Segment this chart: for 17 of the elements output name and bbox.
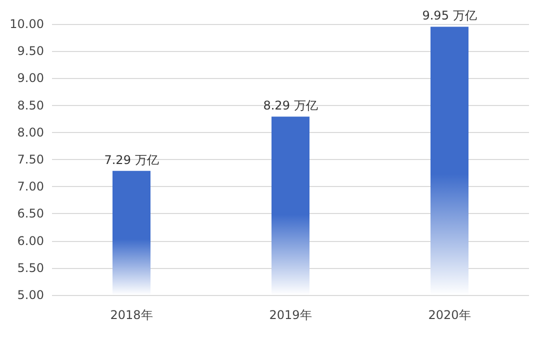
x-tick-label: 2018年 xyxy=(110,308,153,322)
x-tick-label: 2020年 xyxy=(428,308,471,322)
y-tick-label: 6.00 xyxy=(17,234,44,248)
y-tick-label: 7.50 xyxy=(17,152,44,166)
y-tick-label: 10.00 xyxy=(10,17,44,31)
data-label: 8.29 万亿 xyxy=(263,98,318,113)
y-tick-label: 8.50 xyxy=(17,98,44,112)
y-tick-label: 7.00 xyxy=(17,180,44,194)
data-label: 7.29 万亿 xyxy=(104,152,159,167)
y-tick-label: 6.50 xyxy=(17,206,44,221)
y-tick-label: 9.50 xyxy=(17,44,44,58)
y-tick-label: 5.50 xyxy=(17,260,44,275)
x-tick-label: 2019年 xyxy=(269,308,312,322)
data-label: 9.95 万亿 xyxy=(422,8,477,23)
y-tick-label: 8.00 xyxy=(17,125,44,140)
y-tick-label: 9.00 xyxy=(17,71,44,86)
y-tick-label: 5.00 xyxy=(17,288,44,302)
